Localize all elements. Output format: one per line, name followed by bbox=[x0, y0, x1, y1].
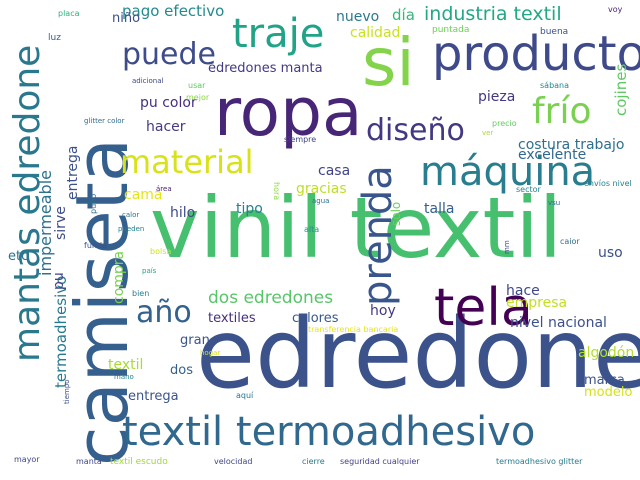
word: solo bbox=[389, 201, 403, 226]
word: textil termoadhesivo bbox=[122, 409, 536, 455]
word: marca bbox=[584, 373, 625, 388]
word: adicional bbox=[132, 77, 164, 85]
word: calor bbox=[122, 211, 140, 219]
word: cama bbox=[124, 187, 163, 203]
word: sirve bbox=[53, 206, 69, 240]
word: manta bbox=[76, 457, 102, 466]
word: voy bbox=[608, 5, 623, 14]
word: pu color bbox=[140, 95, 197, 111]
word: precio bbox=[492, 119, 517, 128]
word: bien bbox=[132, 289, 150, 298]
word: edredones manta bbox=[208, 61, 323, 76]
word: gran bbox=[180, 333, 210, 348]
word: bolsa bbox=[150, 247, 172, 256]
word: funda bbox=[84, 241, 107, 250]
word: pago efectivo bbox=[122, 2, 225, 20]
word: material bbox=[120, 143, 254, 181]
word: pu bbox=[51, 272, 67, 290]
word: gracias bbox=[296, 181, 347, 197]
word: hilo bbox=[170, 205, 196, 221]
word: caior bbox=[560, 237, 580, 246]
word: pieza bbox=[478, 89, 516, 105]
word: ver bbox=[482, 129, 494, 137]
word: vsu bbox=[548, 199, 561, 207]
word: impermeable bbox=[36, 169, 55, 276]
word: algodón bbox=[578, 345, 635, 361]
word: empresa bbox=[506, 295, 568, 311]
word: sábana bbox=[540, 81, 570, 90]
word: tiempo bbox=[63, 379, 71, 404]
word: nuevo bbox=[336, 9, 380, 25]
word: industria textil bbox=[424, 3, 562, 25]
word: compra bbox=[111, 250, 127, 304]
word: entrega bbox=[65, 145, 81, 200]
word: cierre bbox=[302, 457, 325, 466]
word: etc bbox=[8, 249, 29, 264]
word: hoy bbox=[370, 303, 396, 319]
word: termoadhesivo glitter bbox=[496, 457, 583, 466]
word: frío bbox=[532, 91, 592, 132]
word: niño bbox=[112, 11, 141, 26]
word: textiles bbox=[208, 311, 256, 326]
word: agua bbox=[312, 197, 330, 205]
word: envíos nivel bbox=[584, 179, 632, 188]
word: siempre bbox=[284, 135, 317, 144]
word: transferencia bancaria bbox=[308, 325, 399, 334]
word: diseño bbox=[366, 113, 465, 148]
word: textil escudo bbox=[110, 457, 168, 467]
word: tipo bbox=[236, 201, 263, 217]
word: calidad bbox=[350, 25, 401, 41]
word: usar bbox=[188, 81, 206, 90]
word: colores bbox=[292, 311, 339, 326]
word: traje bbox=[232, 11, 325, 57]
word: año bbox=[136, 295, 192, 330]
word: día bbox=[392, 6, 415, 24]
word: aquí bbox=[236, 391, 254, 400]
word: uso bbox=[598, 245, 623, 261]
word: alta bbox=[304, 225, 320, 234]
word: textil bbox=[108, 357, 144, 373]
word: luz bbox=[48, 33, 61, 43]
word: si bbox=[362, 24, 415, 101]
word: mano bbox=[114, 373, 134, 381]
word: prenda bbox=[355, 165, 401, 306]
word: hacer bbox=[146, 119, 186, 135]
word: buena bbox=[540, 27, 569, 37]
word: mejor bbox=[186, 93, 210, 102]
word: puño bbox=[89, 193, 98, 214]
word: vinil textil bbox=[150, 179, 563, 277]
word: tela bbox=[434, 278, 533, 338]
word: excelente bbox=[518, 147, 587, 163]
word: nivel nacional bbox=[510, 315, 607, 331]
word: máquina bbox=[420, 149, 596, 195]
word: dos bbox=[170, 363, 193, 378]
word: glitter color bbox=[84, 117, 125, 125]
word: cojines bbox=[612, 63, 630, 116]
word: hace bbox=[506, 283, 540, 299]
word: puede bbox=[122, 37, 217, 72]
word: hogar bbox=[200, 349, 221, 357]
word: ropa bbox=[214, 74, 363, 151]
word: seguridad cualquier bbox=[340, 457, 420, 466]
word: termoadhesivo bbox=[52, 275, 70, 388]
word: pueden bbox=[118, 225, 145, 233]
word: dos edredones bbox=[208, 288, 334, 308]
word: talla bbox=[424, 201, 455, 217]
word: velocidad bbox=[214, 457, 253, 466]
word: placa bbox=[58, 9, 80, 18]
word: mayor bbox=[14, 455, 40, 464]
word: producto bbox=[432, 26, 640, 82]
word: área bbox=[156, 185, 172, 193]
word: casa bbox=[318, 163, 351, 179]
word: país bbox=[142, 267, 157, 275]
word: mm bbox=[503, 240, 511, 254]
word: costura trabajo bbox=[518, 137, 625, 153]
word: hora bbox=[272, 182, 281, 201]
word: modelo bbox=[584, 385, 633, 400]
word: puntada bbox=[432, 25, 470, 35]
word: entrega bbox=[128, 389, 179, 404]
word: sector bbox=[516, 185, 541, 194]
word: edredone bbox=[196, 298, 640, 410]
